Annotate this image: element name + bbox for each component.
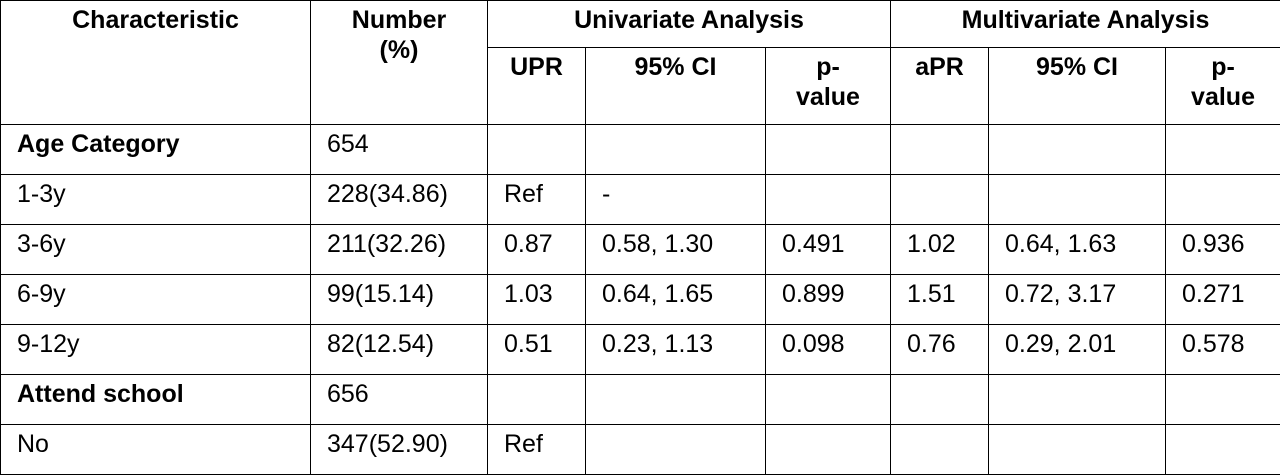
table-cell: 0.51	[488, 325, 586, 375]
table-cell: 1.51	[891, 275, 989, 325]
table-cell: Age Category	[1, 125, 311, 175]
table-cell: 0.87	[488, 225, 586, 275]
header-row: Characteristic Number (%) Univariate Ana…	[1, 1, 1280, 48]
subheader-cell: p-value	[766, 48, 891, 125]
table-cell	[891, 175, 989, 225]
header-cell: Number (%)	[311, 1, 488, 125]
table-cell: Ref	[488, 425, 586, 475]
table-cell: 3-6y	[1, 225, 311, 275]
table-cell: 1.03	[488, 275, 586, 325]
table-cell: 0.64, 1.63	[989, 225, 1166, 275]
table-cell	[1166, 375, 1280, 425]
subheader-cell: 95% CI	[586, 48, 766, 125]
subheader-cell: aPR	[891, 48, 989, 125]
table-cell	[989, 175, 1166, 225]
table-cell	[891, 375, 989, 425]
table-cell: 0.098	[766, 325, 891, 375]
table-cell: Attend school	[1, 375, 311, 425]
subheader-cell: UPR	[488, 48, 586, 125]
table-cell: 656	[311, 375, 488, 425]
table-cell: 0.578	[1166, 325, 1280, 375]
table-cell: 0.72, 3.17	[989, 275, 1166, 325]
table-cell: 99(15.14)	[311, 275, 488, 325]
table-cell: 228(34.86)	[311, 175, 488, 225]
table-cell: 0.29, 2.01	[989, 325, 1166, 375]
table-cell	[766, 175, 891, 225]
subheader-cell: 95% CI	[989, 48, 1166, 125]
table-cell: 0.271	[1166, 275, 1280, 325]
table-cell: 82(12.54)	[311, 325, 488, 375]
table-cell: 0.58, 1.30	[586, 225, 766, 275]
table-cell	[586, 425, 766, 475]
table-cell: 0.936	[1166, 225, 1280, 275]
table-cell: -	[586, 175, 766, 225]
table-cell	[891, 125, 989, 175]
header-cell: Univariate Analysis	[488, 1, 891, 48]
table-cell: 9-12y	[1, 325, 311, 375]
table-cell: 211(32.26)	[311, 225, 488, 275]
table-cell: 347(52.90)	[311, 425, 488, 475]
table-cell	[1166, 175, 1280, 225]
table-cell: 0.491	[766, 225, 891, 275]
subheader-cell: p-value	[1166, 48, 1280, 125]
header-cell: Multivariate Analysis	[891, 1, 1280, 48]
table-cell	[766, 375, 891, 425]
header-text: Number (%)	[344, 5, 454, 65]
table-cell	[488, 375, 586, 425]
table-cell: 654	[311, 125, 488, 175]
subheader-text: p-value	[789, 52, 867, 112]
table-cell: 1.02	[891, 225, 989, 275]
table-cell	[766, 125, 891, 175]
table-cell	[766, 425, 891, 475]
table-cell: 0.64, 1.65	[586, 275, 766, 325]
table-cell	[586, 375, 766, 425]
table-cell: No	[1, 425, 311, 475]
table-cell: 1-3y	[1, 175, 311, 225]
table-cell	[1166, 425, 1280, 475]
header-cell: Characteristic	[1, 1, 311, 125]
table-cell: 0.899	[766, 275, 891, 325]
table-cell	[989, 125, 1166, 175]
table-cell	[488, 125, 586, 175]
table-cell	[989, 375, 1166, 425]
table-cell	[586, 125, 766, 175]
table-cell: 0.76	[891, 325, 989, 375]
table-cell	[891, 425, 989, 475]
table-cell: Ref	[488, 175, 586, 225]
table-cell: 0.23, 1.13	[586, 325, 766, 375]
table-cell: 6-9y	[1, 275, 311, 325]
table-cell	[1166, 125, 1280, 175]
table-cell	[989, 425, 1166, 475]
subheader-text: p-value	[1184, 52, 1262, 112]
